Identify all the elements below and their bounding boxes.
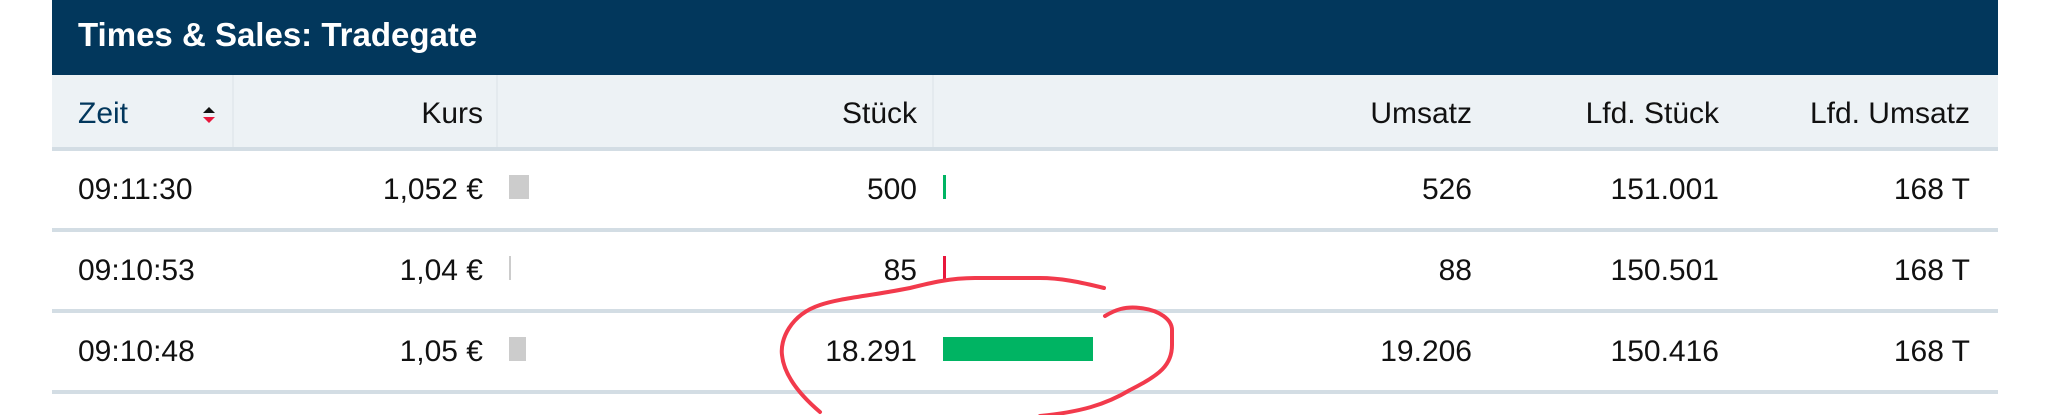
column-divider [496, 75, 498, 147]
volume-bar-up [943, 175, 946, 199]
column-header-lfd-umsatz[interactable]: Lfd. Umsatz [1809, 97, 1970, 130]
price-bar [509, 256, 511, 280]
cell-lfd-umsatz: 168 T [1893, 254, 1970, 287]
column-header-stueck[interactable]: Stück [841, 97, 917, 130]
column-header-umsatz[interactable]: Umsatz [1370, 97, 1472, 130]
cell-lfd-stueck: 150.416 [1610, 335, 1719, 368]
sort-up-down-icon[interactable] [202, 106, 216, 124]
column-header-kurs[interactable]: Kurs [421, 97, 483, 130]
widget-title: Times & Sales: Tradegate [78, 16, 478, 53]
widget-header: Times & Sales: Tradegate [52, 0, 1998, 75]
cell-zeit: 09:11:30 [78, 173, 193, 206]
cell-lfd-stueck: 150.501 [1610, 254, 1719, 287]
price-bar [509, 337, 526, 361]
cell-zeit: 09:10:48 [78, 335, 195, 368]
cell-lfd-umsatz: 168 T [1893, 335, 1970, 368]
table-row: 09:10:48 1,05 € 18.291 19.206 150.416 16… [52, 313, 1998, 394]
cell-kurs: 1,052 € [382, 173, 483, 206]
table-header: Zeit Kurs Stück Umsatz Lfd. Stück Lfd. U… [52, 75, 1998, 151]
cell-stueck: 500 [866, 173, 917, 206]
column-header-zeit[interactable]: Zeit [78, 97, 129, 130]
cell-umsatz: 19.206 [1380, 335, 1472, 368]
cell-umsatz: 526 [1421, 173, 1472, 206]
volume-bar-down [943, 256, 946, 280]
cell-lfd-umsatz: 168 T [1893, 173, 1970, 206]
column-divider [232, 75, 234, 147]
table-row: 09:10:53 1,04 € 85 88 150.501 168 T [52, 232, 1998, 313]
cell-umsatz: 88 [1438, 254, 1472, 287]
volume-bar-up [943, 337, 1093, 361]
cell-zeit: 09:10:53 [78, 254, 195, 287]
price-bar [509, 175, 529, 199]
cell-stueck: 18.291 [825, 335, 917, 368]
cell-kurs: 1,04 € [399, 254, 483, 287]
cell-stueck: 85 [883, 254, 917, 287]
cell-kurs: 1,05 € [399, 335, 483, 368]
table-row: 09:11:30 1,052 € 500 526 151.001 168 T [52, 151, 1998, 232]
column-header-lfd-stueck[interactable]: Lfd. Stück [1585, 97, 1719, 130]
column-divider [932, 75, 934, 147]
cell-lfd-stueck: 151.001 [1610, 173, 1719, 206]
